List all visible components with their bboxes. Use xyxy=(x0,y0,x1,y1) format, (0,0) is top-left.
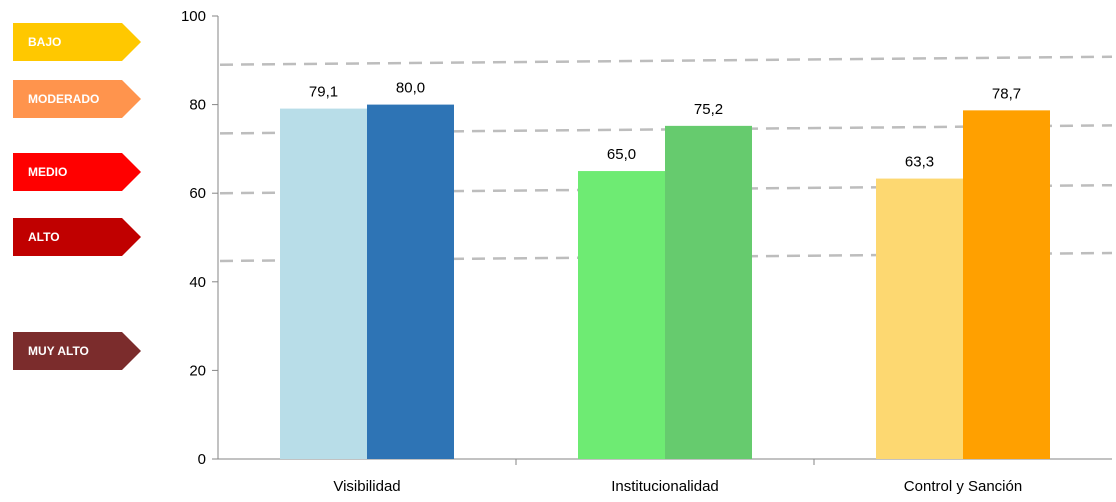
risk-level-badge xyxy=(13,23,141,61)
risk-threshold-line xyxy=(219,55,1113,66)
y-tick-label: 20 xyxy=(189,362,206,379)
data-label: 78,7 xyxy=(992,85,1021,102)
bar xyxy=(876,178,963,459)
data-label: 63,3 xyxy=(905,154,934,171)
risk-level-badge xyxy=(13,218,141,256)
bar xyxy=(963,110,1050,459)
risk-level-label: MEDIO xyxy=(28,165,67,179)
y-tick-label: 0 xyxy=(198,451,206,468)
bar xyxy=(367,104,454,459)
data-label: 80,0 xyxy=(396,80,425,97)
bar xyxy=(578,171,665,460)
x-category-label: Institucionalidad xyxy=(611,478,719,495)
risk-level-label: MODERADO xyxy=(28,92,99,106)
risk-level-label: BAJO xyxy=(28,35,61,49)
y-tick-label: 60 xyxy=(189,185,206,202)
data-label: 75,2 xyxy=(694,101,723,118)
risk-level-label: ALTO xyxy=(28,230,60,244)
risk-level-badge xyxy=(13,153,141,191)
bar xyxy=(665,125,752,459)
x-category-label: Visibilidad xyxy=(333,478,400,495)
y-tick-label: 100 xyxy=(181,8,206,25)
data-label: 65,0 xyxy=(607,146,636,163)
risk-level-badge xyxy=(13,80,141,118)
risk-level-label: MUY ALTO xyxy=(28,344,89,358)
risk-level-badge xyxy=(13,332,141,370)
bar xyxy=(280,108,367,459)
y-tick-label: 80 xyxy=(189,97,206,114)
y-tick-label: 40 xyxy=(189,274,206,291)
data-label: 79,1 xyxy=(309,84,338,101)
x-category-label: Control y Sanción xyxy=(904,478,1022,495)
